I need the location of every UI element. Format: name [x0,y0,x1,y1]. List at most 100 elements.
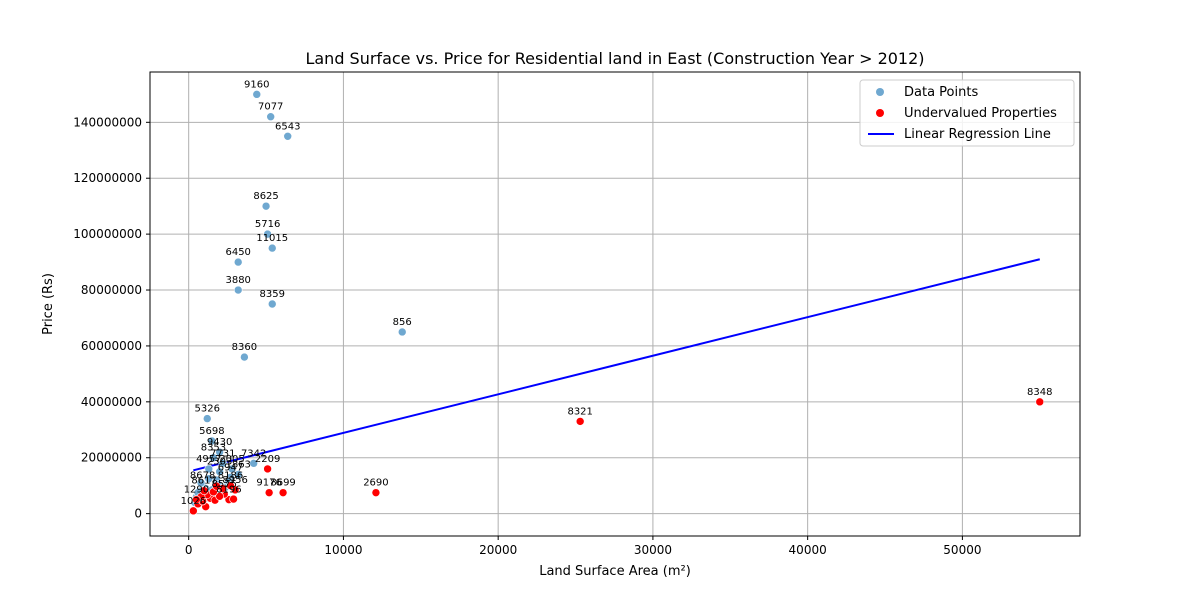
point-label: 8196 [216,485,241,496]
point-label: 2209 [255,454,280,465]
x-tick-label: 10000 [324,543,362,557]
undervalued-point [192,495,201,504]
x-tick-label: 40000 [789,543,827,557]
y-tick-label: 120000000 [73,171,142,185]
undervalued-point [229,494,238,504]
point-label: 2005 [219,454,244,465]
point-label: 8625 [253,191,278,202]
y-tick-label: 140000000 [73,115,142,129]
data-point [209,453,218,463]
y-tick-label: 20000000 [81,451,142,465]
point-label: 8956 [222,475,247,486]
point-label: 9176 [256,478,281,489]
x-axis-label: Land Surface Area (m²) [539,564,691,579]
data-point [267,243,277,253]
legend-box [859,79,1075,147]
data-point [240,352,249,362]
point-label: 8575 [212,479,237,490]
point-label: 8353 [201,443,226,454]
undervalued-point [215,492,224,501]
data-point [233,257,243,267]
data-point [196,478,206,488]
point-label: 8321 [567,406,592,417]
data-point [215,447,224,457]
y-tick-label: 0 [134,507,142,521]
point-label: 6543 [275,121,300,132]
undervalued-point [371,488,381,497]
point-label: 3880 [225,275,250,286]
data-point [283,131,293,141]
legend-marker-undervalued [876,109,884,117]
data-point [215,467,224,477]
data-point [204,464,214,474]
point-label: 4957 [196,454,221,465]
point-label: 11015 [256,233,288,244]
point-label: 5716 [255,219,280,230]
point-label: 8617 [191,476,216,487]
point-label: 1026 [181,496,206,507]
legend-entry: Undervalued Properties [904,106,1057,121]
point-label: 6947 [218,462,243,473]
point-label: 856 [393,317,412,328]
point-label: 8699 [270,478,295,489]
data-point [263,229,272,239]
axis-ticks: 0 10000 20000 30000 40000 50000 0 20000000 40000… [73,115,981,557]
data-point [267,299,277,309]
y-tick-label: 100000000 [73,227,142,241]
point-label: 8360 [232,342,257,353]
chart-title: Land Surface vs. Price for Residential l… [305,49,924,68]
x-tick-label: 0 [185,543,193,557]
undervalued-point [263,464,272,474]
data-point [207,436,217,446]
data-point [233,285,243,295]
y-tick-label: 80000000 [81,283,142,297]
data-point [202,414,212,423]
undervalued-point [278,488,288,497]
x-tick-label: 50000 [943,543,981,557]
undervalued-point [226,481,235,490]
data-point [261,201,271,211]
point-label: 7731 [210,448,235,459]
x-tick-label: 30000 [634,543,672,557]
point-label: 8678 [190,471,215,482]
data-point [266,112,275,122]
undervalued-point [212,481,221,491]
legend-entry: Linear Regression Line [904,127,1051,142]
point-label: 1290 [184,485,209,496]
y-axis-label: Price (Rs) [41,273,56,335]
point-label: 2303 [207,457,232,468]
undervalued-point [1035,397,1045,407]
data-point [227,464,237,474]
legend-entry: Data Points [904,85,978,100]
data-point [218,459,228,468]
undervalued-point [199,486,209,496]
legend: Data Points Undervalued Properties Linear … [859,79,1075,147]
data-point [397,327,407,337]
data-point [204,474,214,483]
point-label: 8359 [260,289,285,300]
point-label: 7077 [258,102,283,113]
y-tick-label: 60000000 [81,339,142,353]
data-point [233,470,243,479]
data-point [252,90,262,99]
undervalued-point [575,417,585,426]
data-point [249,459,258,468]
x-tick-label: 20000 [479,543,517,557]
undervalued-point [189,506,198,516]
legend-marker-data-points [876,88,884,96]
point-labels-layer: 9160 7077 6543 8625 5716 11015 6450 3880 8359 856… [181,79,1053,506]
y-tick-label: 40000000 [81,395,142,409]
point-label: 1863 [225,460,250,471]
plot-frame [149,71,1081,537]
regression-line [193,258,1041,472]
point-label: 9430 [207,437,232,448]
point-label: 2690 [363,478,388,489]
point-label: 5326 [195,404,220,415]
point-label: 7342 [241,448,266,459]
regression-line-layer [193,258,1041,472]
point-label: 6450 [225,247,250,258]
point-label: 8186 [218,471,243,482]
undervalued-point [264,488,274,497]
point-label: 9160 [244,79,269,90]
